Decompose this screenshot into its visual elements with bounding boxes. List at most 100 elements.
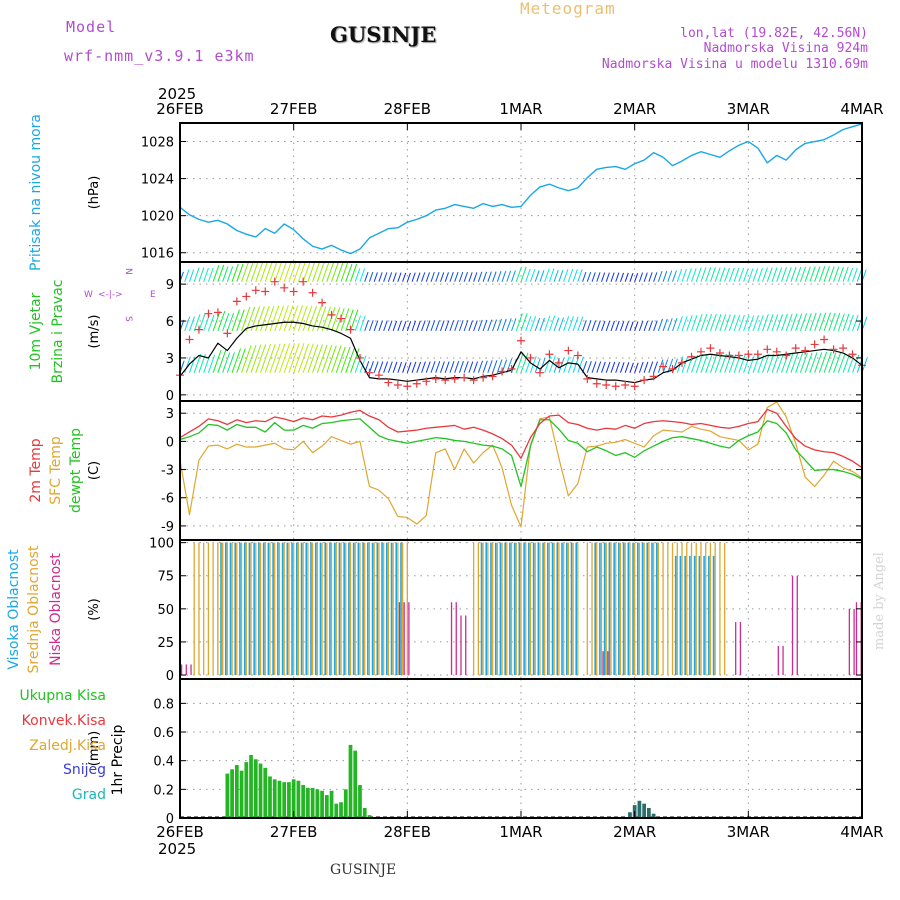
wind-barb	[743, 355, 751, 373]
wind-barb	[492, 319, 498, 332]
wind-barb	[638, 272, 644, 282]
sfc-temp-line	[179, 401, 863, 528]
wind-barb	[577, 316, 584, 332]
wind-barb	[804, 266, 811, 282]
wind-barb	[231, 348, 242, 373]
wind-barb	[198, 267, 205, 282]
y-tick-label: 6	[166, 315, 174, 330]
wind-barb	[463, 320, 469, 332]
wind-barb	[487, 319, 493, 332]
wind-barb	[525, 268, 531, 282]
y-tick-label: 0	[166, 669, 174, 684]
wind-barb	[691, 355, 699, 373]
wind-barb	[487, 271, 492, 282]
wind-barb	[449, 320, 455, 332]
wind-barb	[241, 306, 251, 332]
wind-barb	[548, 315, 556, 332]
wind-barb	[752, 315, 759, 332]
wind-barb	[326, 345, 337, 373]
wind-barb	[236, 309, 245, 332]
wind-barb	[709, 313, 717, 332]
x-tick-label: 26FEB	[156, 823, 203, 841]
wind-barb	[321, 261, 330, 282]
pressure-line	[179, 123, 863, 255]
wind-max-marker	[535, 368, 544, 377]
wind-barb	[340, 346, 351, 373]
x-tick-label: 28FEB	[384, 100, 431, 118]
wind-barb	[406, 272, 411, 282]
wind-max-marker	[602, 381, 611, 390]
wind-barb	[814, 266, 821, 282]
y-tick-label: 100	[149, 537, 174, 552]
wind-barb	[615, 361, 620, 373]
wind-barb	[207, 314, 215, 332]
wind-max-marker	[744, 350, 753, 359]
wind-max-marker	[839, 344, 848, 353]
wind-barb	[705, 353, 713, 373]
wind-barb	[828, 266, 835, 282]
wind-barb	[435, 271, 440, 282]
wind-max-marker	[374, 371, 383, 380]
wind-max-marker	[242, 292, 251, 301]
wind-barb	[492, 360, 498, 373]
y-tick-label: 0	[166, 812, 174, 827]
wind-barb	[189, 316, 195, 332]
wind-barb	[278, 260, 288, 282]
precip-bar	[244, 762, 249, 818]
wind-max-marker	[450, 374, 459, 383]
wind-barb	[449, 271, 454, 282]
x-tick-label: 2MAR	[613, 100, 656, 118]
wind-barb	[184, 316, 191, 332]
wind-barb	[790, 266, 797, 282]
wind-barb	[515, 266, 522, 282]
wind-barb	[364, 271, 369, 282]
wind-barb	[733, 314, 741, 332]
wind-barb	[567, 268, 574, 282]
wind-max-marker	[507, 365, 516, 374]
wind-barb	[781, 313, 788, 332]
wind-barb	[785, 353, 794, 373]
y-tick-label: 1024	[141, 173, 174, 188]
precip-bar	[230, 769, 234, 818]
wind-barb	[785, 267, 792, 282]
wind-max-marker	[810, 340, 819, 349]
coords-label: lon,lat (19.82E, 42.56N)	[680, 26, 868, 41]
wind-barb	[638, 361, 644, 373]
wind-barb	[657, 270, 663, 282]
wind-max-marker	[498, 367, 507, 376]
x-tick-label: 2MAR	[613, 823, 656, 841]
wind-barb	[776, 353, 784, 373]
wind-barb	[378, 272, 383, 282]
wind-barb	[605, 361, 611, 373]
wind-barb	[762, 267, 768, 282]
wind-barb	[691, 268, 697, 282]
wind-barb	[771, 353, 780, 373]
wind-barb	[477, 271, 483, 282]
wind-barb	[643, 320, 649, 332]
wind-max-marker	[460, 373, 469, 382]
wind-barb	[615, 320, 620, 332]
wind-barb	[458, 320, 464, 332]
wind-barb	[278, 305, 289, 332]
wind-barb	[193, 267, 200, 282]
wind-barb	[515, 313, 523, 332]
wind-barb	[534, 270, 540, 282]
wind-barb	[288, 260, 297, 282]
wind-barb	[823, 312, 831, 332]
wind-barb	[743, 268, 749, 282]
wind-barb	[245, 345, 257, 373]
wind-max-marker	[365, 368, 374, 377]
precip-bar	[225, 773, 230, 818]
wind-barb	[482, 319, 488, 332]
wind-barb	[605, 272, 610, 282]
wind-max-marker	[308, 288, 317, 297]
wind-barb	[307, 344, 319, 373]
wind-barb	[544, 355, 552, 373]
wind-max-marker	[630, 382, 639, 391]
wind-barb	[709, 353, 718, 373]
wind-barb	[582, 271, 587, 282]
wind-barb	[842, 313, 850, 332]
wind-barb	[283, 260, 292, 282]
unit-label: (hPa)	[87, 176, 102, 210]
wind-barb	[255, 306, 265, 332]
